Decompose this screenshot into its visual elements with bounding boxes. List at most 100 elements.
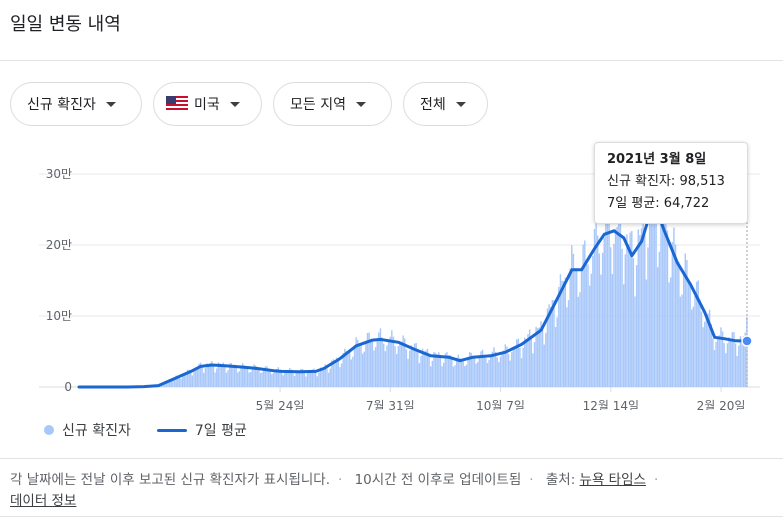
daily-case-bar xyxy=(579,292,581,387)
daily-case-bar xyxy=(194,367,197,387)
daily-case-bar xyxy=(203,372,205,387)
daily-case-bar xyxy=(480,351,482,387)
daily-case-bar xyxy=(217,362,220,387)
daily-case-bar xyxy=(631,230,633,387)
daily-case-bar xyxy=(431,360,434,387)
daily-case-bar xyxy=(572,253,575,387)
legend-line-label: 7일 평균 xyxy=(194,423,247,439)
daily-case-bar xyxy=(530,337,532,387)
daily-case-bar xyxy=(705,318,708,387)
daily-case-bar xyxy=(587,264,589,387)
daily-case-bar xyxy=(699,299,701,387)
daily-case-bar xyxy=(248,372,250,387)
daily-case-bar xyxy=(183,374,185,387)
data-info-link[interactable]: 데이터 정보 xyxy=(10,493,77,509)
daily-case-bar xyxy=(253,364,255,387)
daily-case-bar xyxy=(514,346,516,387)
daily-case-bar xyxy=(220,364,223,387)
daily-case-bar xyxy=(199,362,202,387)
x-tick-label: 12월 14일 xyxy=(583,399,639,410)
daily-case-bar xyxy=(550,306,552,387)
daily-case-bar xyxy=(622,284,625,387)
tooltip-average: 7일 평균: 64,722 xyxy=(607,196,710,211)
footer: 각 날짜에는 전날 이후 보고된 신규 확진자가 표시됩니다. · 10시간 전 … xyxy=(10,472,659,509)
daily-case-bar xyxy=(674,244,677,387)
daily-case-bar xyxy=(318,372,320,387)
daily-case-bar xyxy=(731,332,734,387)
daily-case-bar xyxy=(597,235,599,387)
daily-case-bar xyxy=(193,371,195,387)
daily-case-bar xyxy=(417,352,419,387)
filter-country-chip[interactable]: 미국 xyxy=(153,82,262,126)
filter-period-chip[interactable]: 전체 xyxy=(403,82,488,126)
daily-case-bar xyxy=(434,352,437,387)
daily-case-bar xyxy=(700,311,703,387)
daily-case-bar xyxy=(303,372,305,387)
daily-case-bar xyxy=(475,363,477,387)
daily-case-bar xyxy=(436,354,438,387)
daily-case-bar xyxy=(567,300,570,387)
daily-case-bar xyxy=(352,356,354,387)
daily-case-bar xyxy=(363,351,365,387)
daily-case-bar xyxy=(170,380,173,387)
daily-case-bar xyxy=(624,254,627,387)
daily-case-bar xyxy=(527,334,529,387)
daily-case-bar xyxy=(392,336,395,387)
daily-case-bar xyxy=(553,300,555,387)
daily-case-bar xyxy=(211,361,213,387)
daily-case-bar xyxy=(595,213,597,387)
daily-case-bar xyxy=(512,346,515,387)
daily-case-bar xyxy=(180,378,182,387)
daily-case-bar xyxy=(219,363,221,387)
daily-case-bar xyxy=(657,267,659,387)
daily-case-bar xyxy=(644,228,646,387)
daily-case-bar xyxy=(256,368,258,387)
daily-case-bar xyxy=(314,371,317,387)
daily-case-bar xyxy=(486,363,489,387)
daily-case-bar xyxy=(663,220,665,387)
daily-case-bar xyxy=(373,350,375,387)
daily-case-bar xyxy=(673,227,675,387)
source-link[interactable]: 뉴욕 타임스 xyxy=(579,472,646,488)
daily-case-bar xyxy=(209,362,211,387)
daily-case-bar xyxy=(404,338,406,387)
filter-region-chip[interactable]: 모든 지역 xyxy=(273,82,392,126)
daily-case-bar xyxy=(455,357,458,387)
y-tick-label: 20만 xyxy=(46,238,72,252)
daily-case-bar xyxy=(446,352,448,387)
cases-chart[interactable]: 0 10만 20만 30만 5월 24일 7월 31일 10월 7일 12월 14일 2월 20… xyxy=(0,150,783,410)
daily-case-bar xyxy=(327,372,330,387)
daily-case-bar xyxy=(717,337,719,387)
daily-case-bar xyxy=(350,359,352,387)
daily-case-bar xyxy=(413,343,416,387)
daily-case-bar xyxy=(712,338,714,387)
legend-line-swatch xyxy=(156,428,187,432)
daily-case-bar xyxy=(742,335,745,387)
chart-legend: 신규 확진자 7일 평균 xyxy=(44,420,247,440)
daily-case-bar xyxy=(378,332,380,387)
daily-case-bar xyxy=(232,365,234,387)
daily-case-bar xyxy=(331,360,333,387)
daily-case-bar xyxy=(316,376,318,387)
daily-case-bar xyxy=(541,325,544,387)
daily-case-bar xyxy=(246,366,249,387)
daily-case-bar xyxy=(535,326,537,387)
daily-case-bar xyxy=(191,375,194,387)
daily-case-bar xyxy=(671,242,674,387)
daily-case-bar xyxy=(245,366,247,387)
daily-case-bar xyxy=(601,252,604,387)
daily-case-bar xyxy=(295,372,297,387)
daily-case-bar xyxy=(720,327,722,387)
daily-case-bar xyxy=(746,317,748,387)
daily-case-bar xyxy=(493,347,495,387)
daily-case-bar xyxy=(227,370,229,387)
daily-case-bar xyxy=(266,366,268,387)
daily-case-bar xyxy=(509,360,511,387)
filter-cases-chip[interactable]: 신규 확진자 xyxy=(10,82,142,126)
daily-case-bar xyxy=(324,364,327,387)
daily-case-bar xyxy=(540,321,542,387)
daily-case-bar xyxy=(276,368,278,387)
daily-case-bar xyxy=(481,349,484,387)
daily-case-bar xyxy=(425,350,427,387)
daily-case-bar xyxy=(684,253,686,387)
